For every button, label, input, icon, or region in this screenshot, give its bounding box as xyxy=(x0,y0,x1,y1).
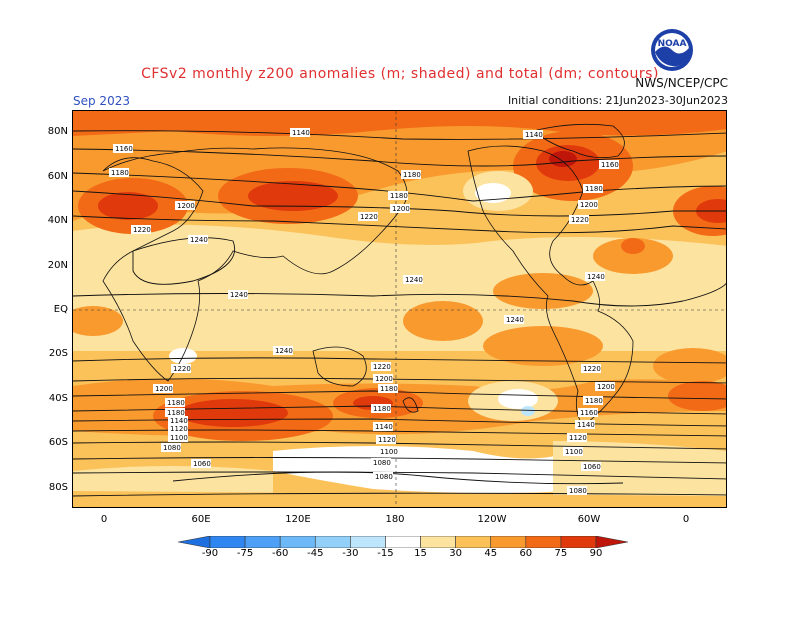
lat-label: 20N xyxy=(47,260,68,271)
contour-label: 1120 xyxy=(170,425,188,433)
contour-label: 1140 xyxy=(375,423,393,431)
lat-label: 60S xyxy=(48,437,68,448)
lat-label: 80S xyxy=(48,482,68,493)
colorbar-label: 15 xyxy=(414,548,427,559)
contour-label: 1100 xyxy=(380,448,398,456)
map-canvas: 1140 1140 1160 1160 1180 1180 1180 1180 … xyxy=(73,111,726,507)
initial-conditions-label: Initial conditions: 21Jun2023-30Jun2023 xyxy=(507,94,728,107)
contour-label: 1180 xyxy=(380,385,398,393)
contour-label: 1180 xyxy=(390,192,408,200)
contour-label: 1100 xyxy=(170,434,188,442)
contour-label: 1060 xyxy=(193,460,211,468)
contour-label: 1220 xyxy=(133,226,151,234)
coastlines xyxy=(102,123,634,427)
lon-label: 60W xyxy=(577,514,601,525)
contour-label: 1160 xyxy=(115,145,133,153)
colorbar xyxy=(178,536,628,548)
contour-label: 1240 xyxy=(275,347,293,355)
contour-label: 1140 xyxy=(292,129,310,137)
contour-labels: 1140 1140 1160 1160 1180 1180 1180 1180 … xyxy=(109,128,619,495)
colorbar-cell xyxy=(560,536,597,548)
colorbar-cell xyxy=(490,536,527,548)
colorbar-cell xyxy=(244,536,281,548)
contour-label: 1200 xyxy=(580,201,598,209)
lat-label: 40S xyxy=(48,393,68,404)
contour-label: 1080 xyxy=(373,459,391,467)
colorbar-label: -45 xyxy=(307,548,324,559)
month-label: Sep 2023 xyxy=(73,94,130,108)
contour-label: 1240 xyxy=(506,316,524,324)
contour-label: 1200 xyxy=(597,383,615,391)
colorbar-label: 75 xyxy=(554,548,568,559)
contour-label: 1220 xyxy=(571,216,589,224)
chart-title: CFSv2 monthly z200 anomalies (m; shaded)… xyxy=(141,66,659,82)
contour-label: 1160 xyxy=(580,409,598,417)
lon-label: 180 xyxy=(385,514,405,525)
contour-label: 1240 xyxy=(190,236,208,244)
svg-text:NOAA: NOAA xyxy=(658,39,687,49)
lon-label: 0 xyxy=(682,514,690,525)
contour-label: 1200 xyxy=(375,375,393,383)
colorbar-cell xyxy=(525,536,562,548)
colorbar-label: -15 xyxy=(377,548,394,559)
contour-label: 1120 xyxy=(378,436,396,444)
lat-label: EQ xyxy=(53,304,68,315)
colorbar-label: 90 xyxy=(589,548,603,559)
lon-label: 120E xyxy=(285,514,311,525)
contour-label: 1220 xyxy=(373,363,391,371)
lon-label: 120W xyxy=(477,514,507,525)
contour-label: 1200 xyxy=(155,385,173,393)
contour-label: 1140 xyxy=(577,421,595,429)
contour-label: 1100 xyxy=(565,448,583,456)
contour-label: 1080 xyxy=(569,487,587,495)
colorbar-cell xyxy=(385,536,421,548)
lon-label: 0 xyxy=(100,514,108,525)
contour-label: 1140 xyxy=(170,417,188,425)
lat-label: 80N xyxy=(47,126,68,137)
lat-label: 60N xyxy=(47,171,68,182)
contour-label: 1140 xyxy=(525,131,543,139)
contour-label: 1200 xyxy=(392,205,410,213)
contour-label: 1240 xyxy=(405,276,423,284)
contour-label: 1180 xyxy=(167,409,185,417)
contour-label: 1060 xyxy=(583,463,601,471)
colorbar-label: -60 xyxy=(272,548,289,559)
contour-label: 1120 xyxy=(569,434,587,442)
colorbar-cell xyxy=(350,536,386,548)
colorbar-cell xyxy=(178,536,211,548)
contour-label: 1220 xyxy=(583,365,601,373)
colorbar-label: 45 xyxy=(484,548,498,559)
contour-label: 1220 xyxy=(173,365,191,373)
colorbar-label: -30 xyxy=(342,548,359,559)
colorbar-cell xyxy=(595,536,628,548)
colorbar-label: -90 xyxy=(201,548,219,559)
contour-label: 1180 xyxy=(373,405,391,413)
lat-label: 40N xyxy=(47,215,68,226)
contour-label: 1240 xyxy=(587,273,605,281)
colorbar-label: 30 xyxy=(449,548,462,559)
contour-label: 1180 xyxy=(167,399,185,407)
colorbar-cell xyxy=(314,536,351,548)
agency-label: NWS/NCEP/CPC xyxy=(635,76,728,90)
contour-label: 1220 xyxy=(360,213,378,221)
contour-label: 1180 xyxy=(111,169,129,177)
contour-label: 1180 xyxy=(585,185,603,193)
contour-label: 1200 xyxy=(177,202,195,210)
noaa-logo-icon: NOAA xyxy=(651,29,693,71)
colorbar-cell xyxy=(420,536,456,548)
contour-label: 1080 xyxy=(375,473,393,481)
contour-label: 1080 xyxy=(163,444,181,452)
contour-label: 1180 xyxy=(585,397,603,405)
lon-label: 60E xyxy=(191,514,211,525)
lat-label: 20S xyxy=(48,348,68,359)
contour-label: 1180 xyxy=(403,171,421,179)
colorbar-cell xyxy=(455,536,492,548)
anomaly-map: 1140 1140 1160 1160 1180 1180 1180 1180 … xyxy=(72,110,727,508)
colorbar-label: -75 xyxy=(236,548,254,559)
colorbar-label: 60 xyxy=(519,548,533,559)
contour-label: 1240 xyxy=(230,291,248,299)
contour-label: 1160 xyxy=(601,161,619,169)
colorbar-cell xyxy=(279,536,316,548)
colorbar-cell xyxy=(209,536,246,548)
